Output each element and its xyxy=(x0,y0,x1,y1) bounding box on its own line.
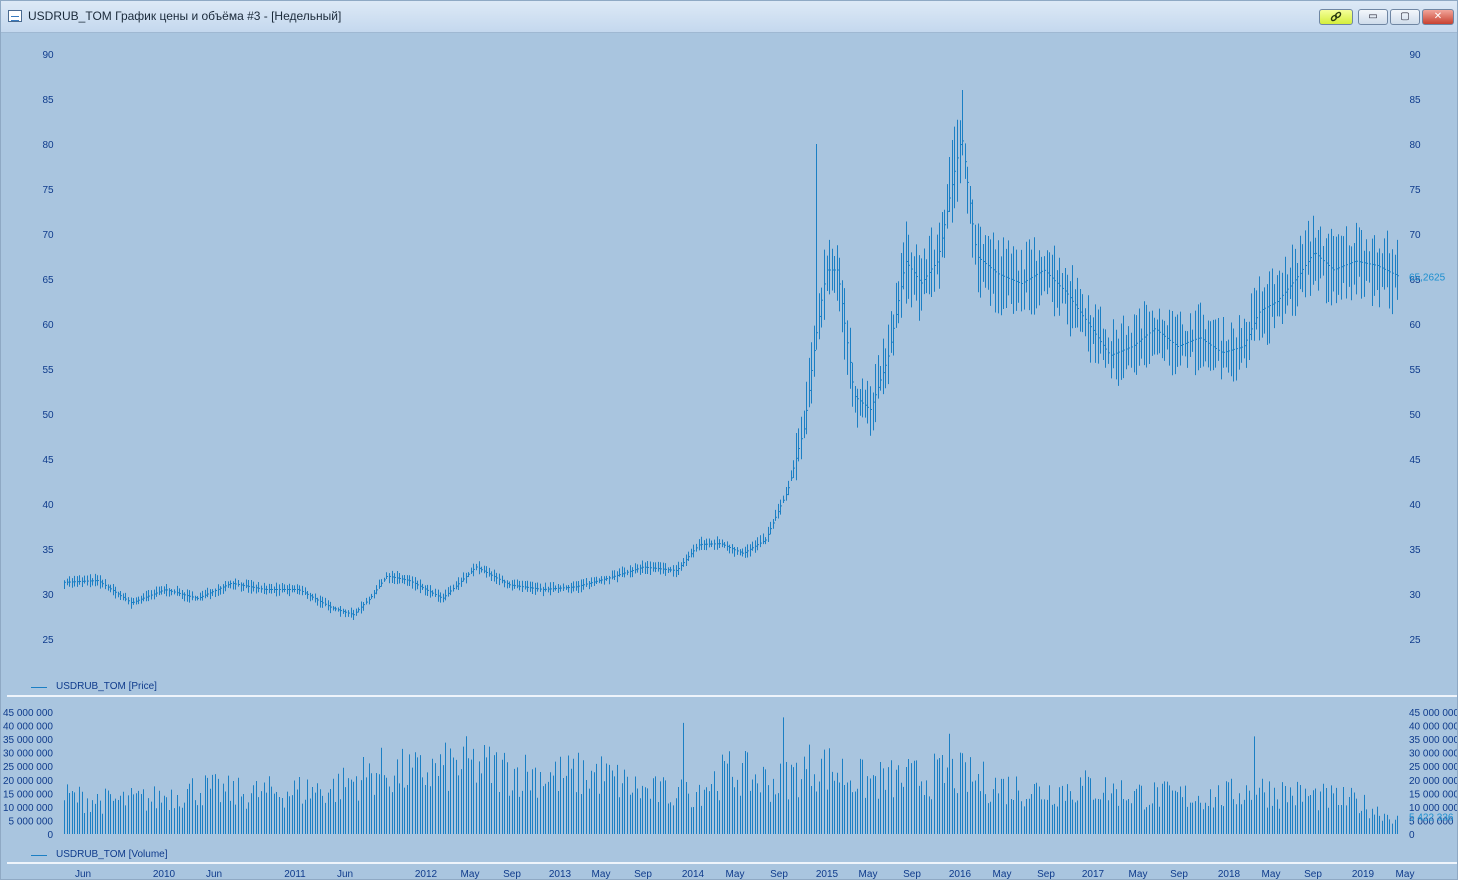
time-axis-label: 2013 xyxy=(549,869,572,880)
time-axis-label: Sep xyxy=(1037,869,1055,880)
price-y-tick-left: 40 xyxy=(42,500,54,511)
chart-window-icon xyxy=(8,10,22,22)
price-last-value: 65,2625 xyxy=(1409,273,1446,284)
price-y-tick-right: 55 xyxy=(1409,365,1421,376)
volume-y-tick-right: 25 000 000 xyxy=(1409,762,1457,773)
price-y-tick-right: 85 xyxy=(1409,95,1421,106)
price-y-tick-right: 40 xyxy=(1409,500,1421,511)
close-icon: ✕ xyxy=(1433,11,1443,22)
volume-y-tick-left: 35 000 000 xyxy=(3,735,53,746)
time-axis-label: 2015 xyxy=(816,869,839,880)
link-button[interactable] xyxy=(1319,9,1353,25)
price-y-tick-left: 60 xyxy=(42,320,54,331)
volume-y-tick-right: 30 000 000 xyxy=(1409,749,1457,760)
price-y-tick-left: 30 xyxy=(42,590,54,601)
volume-y-tick-right: 0 xyxy=(1409,830,1415,841)
time-axis[interactable]: Jun 2010 Jun 2011 Jun 2012 May Sep 2013 May Sep 201… xyxy=(1,864,1457,880)
time-axis-label: Sep xyxy=(903,869,921,880)
volume-y-tick-left: 25 000 000 xyxy=(3,762,53,773)
price-y-tick-right: 70 xyxy=(1409,230,1421,241)
time-axis-label: 2011 xyxy=(284,869,306,880)
price-legend-swatch xyxy=(31,687,47,688)
volume-y-tick-right: 20 000 000 xyxy=(1409,776,1457,787)
price-y-tick-left: 55 xyxy=(42,365,54,376)
link-icon xyxy=(1330,11,1342,22)
volume-legend-swatch xyxy=(31,855,47,856)
price-y-tick-right: 25 xyxy=(1409,635,1421,646)
time-axis-label: May xyxy=(859,869,878,880)
price-y-tick-left: 35 xyxy=(42,545,54,556)
time-axis-label: 2016 xyxy=(949,869,972,880)
volume-last-value: 5 422 336 xyxy=(1409,812,1454,823)
time-axis-label: Sep xyxy=(634,869,652,880)
time-axis-label: Sep xyxy=(503,869,521,880)
volume-y-tick-right: 5 000 000 xyxy=(1409,816,1454,827)
volume-y-tick-left: 30 000 000 xyxy=(3,749,53,760)
time-axis-label: May xyxy=(993,869,1012,880)
price-y-tick-left: 25 xyxy=(42,635,54,646)
price-y-tick-right: 75 xyxy=(1409,185,1421,196)
time-axis-label: Jun xyxy=(337,869,353,880)
volume-y-tick-right: 45 000 000 xyxy=(1409,708,1457,719)
price-y-tick-left: 90 xyxy=(42,50,54,61)
volume-chart[interactable]: 0 0 5 000 000 5 000 000 10 000 000 10 000 000… xyxy=(1,698,1457,848)
price-y-tick-left: 50 xyxy=(42,410,54,421)
minimize-button[interactable]: ▭ xyxy=(1358,9,1388,25)
time-axis-label: Sep xyxy=(1170,869,1188,880)
axis-divider xyxy=(7,862,1457,864)
time-axis-label: Sep xyxy=(1304,869,1322,880)
time-axis-label: May xyxy=(592,869,611,880)
volume-y-tick-left: 20 000 000 xyxy=(3,776,53,787)
volume-legend: USDRUB_TOM [Volume] xyxy=(56,849,168,860)
volume-y-tick-left: 10 000 000 xyxy=(3,803,53,814)
time-axis-label: Jun xyxy=(206,869,222,880)
time-axis-label: 2017 xyxy=(1082,869,1105,880)
time-axis-label: May xyxy=(1396,869,1415,880)
volume-y-tick-right: 15 000 000 xyxy=(1409,789,1457,800)
price-y-tick-right: 30 xyxy=(1409,590,1421,601)
price-y-tick-right: 60 xyxy=(1409,320,1421,331)
price-y-tick-right: 90 xyxy=(1409,50,1421,61)
price-y-tick-left: 70 xyxy=(42,230,54,241)
maximize-button[interactable]: ▢ xyxy=(1390,9,1420,25)
time-axis-label: 2010 xyxy=(153,869,176,880)
price-y-tick-right: 65 xyxy=(1409,275,1421,286)
panel-divider[interactable] xyxy=(7,695,1457,697)
volume-y-tick-left: 0 xyxy=(47,830,53,841)
time-axis-label: Sep xyxy=(770,869,788,880)
volume-y-tick-left: 40 000 000 xyxy=(3,722,53,733)
maximize-icon: ▢ xyxy=(1400,11,1410,22)
price-y-tick-left: 75 xyxy=(42,185,54,196)
volume-y-tick-left: 5 000 000 xyxy=(9,816,54,827)
price-y-tick-left: 80 xyxy=(42,140,54,151)
price-y-tick-left: 45 xyxy=(42,455,54,466)
volume-y-tick-left: 15 000 000 xyxy=(3,789,53,800)
close-button[interactable]: ✕ xyxy=(1422,9,1454,25)
price-y-tick-right: 45 xyxy=(1409,455,1421,466)
price-chart[interactable]: 25 25 30 30 35 35 40 40 45 45 50 50 55 55 60 60 65 65 70 70… xyxy=(1,32,1457,696)
time-axis-label: 2014 xyxy=(682,869,705,880)
price-legend: USDRUB_TOM [Price] xyxy=(56,681,157,692)
time-axis-label: May xyxy=(726,869,745,880)
minimize-icon: ▭ xyxy=(1368,11,1378,22)
time-axis-label: May xyxy=(1262,869,1281,880)
price-y-tick-right: 80 xyxy=(1409,140,1421,151)
price-y-tick-left: 65 xyxy=(42,275,54,286)
time-axis-label: May xyxy=(461,869,480,880)
price-y-tick-left: 85 xyxy=(42,95,54,106)
time-axis-label: Jun xyxy=(75,869,91,880)
window-title: USDRUB_TOM График цены и объёма #3 - [Не… xyxy=(28,9,342,23)
time-axis-label: 2019 xyxy=(1352,869,1375,880)
time-axis-label: May xyxy=(1129,869,1148,880)
volume-y-tick-left: 45 000 000 xyxy=(3,708,53,719)
volume-y-tick-right: 35 000 000 xyxy=(1409,735,1457,746)
time-axis-label: 2018 xyxy=(1218,869,1241,880)
volume-y-tick-right: 10 000 000 xyxy=(1409,803,1457,814)
time-axis-label: 2012 xyxy=(415,869,438,880)
price-y-tick-right: 50 xyxy=(1409,410,1421,421)
price-y-tick-right: 35 xyxy=(1409,545,1421,556)
volume-y-tick-right: 40 000 000 xyxy=(1409,722,1457,733)
title-bar[interactable]: USDRUB_TOM График цены и объёма #3 - [Не… xyxy=(1,1,1457,33)
